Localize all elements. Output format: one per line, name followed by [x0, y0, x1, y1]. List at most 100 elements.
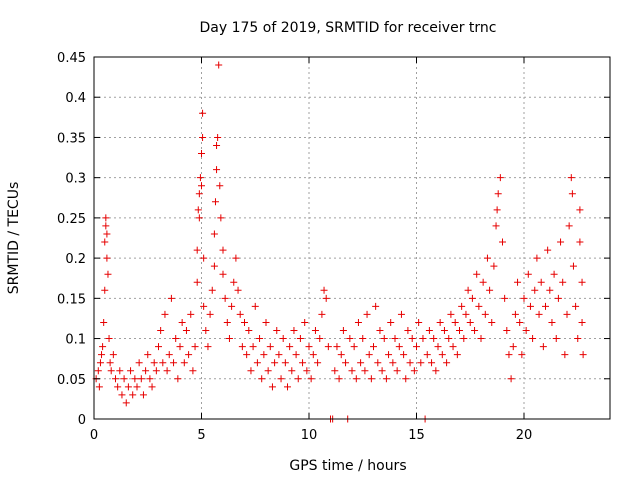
data-point: [163, 367, 171, 375]
data-point: [462, 310, 470, 318]
data-point: [514, 278, 522, 286]
data-point: [247, 367, 255, 375]
data-point: [456, 327, 463, 335]
data-point: [526, 302, 534, 310]
data-point: [101, 238, 109, 246]
data-point: [208, 286, 216, 294]
data-point: [180, 359, 188, 367]
data-point: [288, 367, 296, 375]
data-point: [299, 359, 307, 367]
data-point: [387, 318, 395, 326]
data-point: [539, 343, 547, 351]
data-point: [419, 335, 427, 343]
data-point: [101, 286, 109, 294]
y-axis-ticks: 0 0.05 0.1 0.15 0.2 0.25 0.3 0.35 0.4 0.45: [57, 51, 610, 428]
data-point: [232, 254, 240, 262]
data-point: [548, 318, 556, 326]
data-point: [174, 375, 182, 383]
data-point: [434, 343, 442, 351]
data-point: [331, 367, 339, 375]
data-point: [223, 318, 231, 326]
data-point: [535, 310, 543, 318]
data-point: [234, 286, 242, 294]
data-point: [241, 318, 248, 326]
data-point: [425, 327, 433, 335]
data-point: [170, 359, 178, 367]
data-point: [464, 286, 472, 294]
data-point: [449, 343, 457, 351]
data-point: [307, 375, 315, 383]
data-point: [225, 335, 233, 343]
data-point: [104, 270, 112, 278]
y-tick-label: 0.25: [57, 212, 86, 227]
data-point: [284, 383, 291, 391]
y-tick-label: 0.4: [65, 91, 86, 106]
data-point: [178, 318, 186, 326]
data-point: [172, 335, 180, 343]
data-point: [236, 310, 244, 318]
data-point: [150, 359, 158, 367]
data-point: [96, 359, 104, 367]
data-point: [155, 343, 162, 351]
y-tick-label: 0.15: [57, 292, 86, 307]
data-point: [290, 327, 298, 335]
data-point: [438, 351, 446, 359]
data-point: [194, 206, 202, 214]
data-point: [561, 351, 569, 359]
plot-frame: [93, 56, 611, 420]
data-point: [430, 335, 438, 343]
data-point: [139, 391, 147, 399]
x-tick-label: 20: [516, 428, 533, 443]
data-point: [335, 375, 343, 383]
data-point: [98, 351, 106, 359]
data-point: [400, 351, 408, 359]
y-tick-label: 0.05: [57, 373, 86, 388]
data-point: [466, 318, 474, 326]
data-point: [557, 238, 565, 246]
data-point: [417, 359, 425, 367]
data-point: [477, 335, 485, 343]
data-point: [103, 254, 111, 262]
data-point: [393, 367, 401, 375]
data-point: [372, 302, 380, 310]
data-point: [275, 351, 283, 359]
data-point: [112, 375, 119, 383]
y-tick-label: 0.45: [57, 51, 86, 66]
data-point: [546, 286, 554, 294]
data-point: [292, 351, 300, 359]
data-point: [114, 383, 122, 391]
data-point: [492, 222, 500, 230]
data-point: [415, 318, 423, 326]
data-point: [348, 367, 356, 375]
x-tick-label: 0: [90, 428, 98, 443]
data-point: [524, 270, 532, 278]
x-tick-label: 15: [408, 428, 425, 443]
data-point: [357, 359, 365, 367]
data-point: [206, 310, 214, 318]
data-point: [531, 286, 539, 294]
data-point: [501, 294, 509, 302]
data-point: [473, 270, 481, 278]
data-point: [576, 238, 584, 246]
data-point: [436, 318, 444, 326]
data-point: [221, 294, 229, 302]
data-point: [516, 318, 524, 326]
data-point: [475, 302, 483, 310]
data-point: [157, 327, 165, 335]
data-point: [578, 318, 586, 326]
data-point: [402, 375, 410, 383]
data-point: [494, 190, 502, 198]
data-point: [552, 335, 560, 343]
data-point: [374, 359, 382, 367]
data-point: [268, 383, 276, 391]
data-point: [245, 327, 253, 335]
data-point: [131, 375, 139, 383]
data-point: [260, 351, 268, 359]
data-point: [542, 302, 549, 310]
data-point: [214, 133, 222, 141]
data-point: [493, 206, 501, 214]
x-axis-ticks: 0 5 10 15 20: [90, 57, 532, 443]
data-point: [185, 351, 193, 359]
data-point: [574, 335, 582, 343]
